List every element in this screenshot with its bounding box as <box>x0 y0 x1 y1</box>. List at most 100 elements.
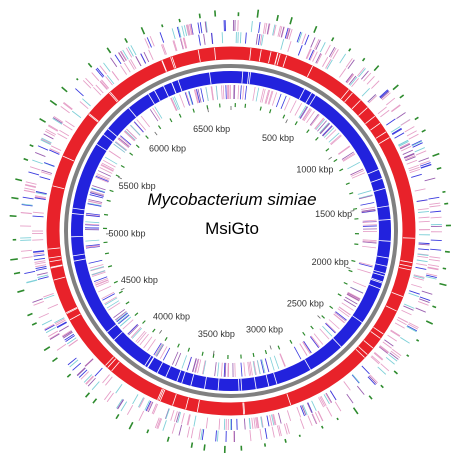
feature-stripe <box>179 94 185 108</box>
feature-stripe <box>118 314 130 325</box>
green-tick <box>444 202 449 205</box>
feature-stripe <box>404 153 415 159</box>
feature-stripe <box>377 106 387 115</box>
red-track-gap <box>399 263 412 268</box>
feature-stripe <box>147 401 154 413</box>
feature-stripe <box>133 121 144 133</box>
feature-stripe <box>298 105 307 118</box>
feature-stripe <box>63 102 73 110</box>
feature-stripe <box>49 148 61 154</box>
position-label: 5000 kbp <box>108 228 145 238</box>
feature-stripe <box>416 263 428 266</box>
feature-stripe <box>100 164 114 172</box>
feature-stripe <box>338 306 351 316</box>
feature-stripe <box>49 149 60 155</box>
green-tick <box>439 282 447 287</box>
feature-stripe <box>283 423 288 435</box>
green-tick <box>333 158 338 163</box>
feature-stripe <box>322 125 333 136</box>
feature-stripe <box>33 250 45 253</box>
blue-track-gap <box>113 331 123 341</box>
green-tick <box>259 106 262 111</box>
green-tick <box>118 290 123 294</box>
green-tick <box>361 57 366 62</box>
feature-stripe <box>406 159 418 165</box>
green-tick <box>66 373 72 378</box>
red-track-gap <box>385 305 397 312</box>
feature-stripe <box>195 358 200 373</box>
feature-stripe <box>85 245 100 248</box>
feature-stripe <box>38 312 49 319</box>
feature-stripe <box>37 145 49 151</box>
feature-stripe <box>313 39 320 50</box>
feature-stripe <box>132 394 139 405</box>
scale-tick <box>120 287 125 291</box>
feature-stripe <box>257 360 261 375</box>
blue-track-gap <box>273 372 278 385</box>
feature-stripe <box>394 132 405 139</box>
green-tick <box>337 293 342 297</box>
feature-stripe <box>217 362 220 377</box>
feature-stripe <box>56 343 67 351</box>
feature-stripe <box>313 333 324 345</box>
feature-stripe <box>56 322 67 329</box>
feature-stripe <box>309 113 319 126</box>
green-tick <box>27 312 33 317</box>
feature-stripe <box>21 256 33 259</box>
feature-stripe <box>379 90 389 99</box>
feature-stripe <box>193 415 197 427</box>
green-tick <box>92 398 98 404</box>
green-tick <box>49 99 58 106</box>
feature-stripe <box>85 375 94 385</box>
feature-stripe <box>347 59 355 70</box>
green-tick <box>152 328 156 333</box>
feature-stripe <box>218 418 221 430</box>
feature-stripe <box>43 133 54 140</box>
feature-stripe <box>181 25 185 37</box>
feature-stripe <box>32 298 43 303</box>
feature-stripe <box>398 140 409 147</box>
feature-stripe <box>123 131 135 142</box>
feature-stripe <box>262 22 266 34</box>
feature-stripe <box>338 145 350 155</box>
feature-stripe <box>24 187 36 191</box>
green-tick <box>61 86 68 93</box>
feature-stripe <box>127 46 134 57</box>
feature-stripe <box>128 324 139 336</box>
feature-stripe <box>91 72 100 82</box>
feature-stripe <box>248 418 251 430</box>
green-tick <box>13 271 21 275</box>
feature-stripe <box>418 248 430 251</box>
red-track-gap <box>398 267 411 271</box>
green-tick <box>11 196 19 200</box>
feature-stripe <box>352 281 367 288</box>
feature-stripe <box>101 79 109 89</box>
feature-stripe <box>299 106 308 119</box>
feature-stripe <box>325 129 337 140</box>
feature-stripe <box>115 312 128 322</box>
feature-stripe <box>361 210 376 214</box>
red-track-gap <box>363 340 374 349</box>
feature-stripe <box>60 106 70 114</box>
green-tick <box>289 339 293 344</box>
feature-stripe <box>96 173 110 180</box>
feature-stripe <box>118 137 130 148</box>
feature-stripe <box>310 335 320 348</box>
feature-stripe <box>335 311 347 321</box>
feature-stripe <box>157 418 163 430</box>
green-tick <box>203 444 206 451</box>
feature-stripe <box>32 211 44 214</box>
green-tick <box>140 27 146 35</box>
feature-stripe <box>271 92 278 106</box>
feature-stripe <box>41 169 53 174</box>
green-tick <box>406 354 410 358</box>
feature-stripe <box>115 141 127 151</box>
feature-stripe <box>100 80 108 90</box>
feature-stripe <box>88 199 103 203</box>
feature-stripe <box>309 336 319 349</box>
feature-stripe <box>272 24 276 36</box>
feature-stripe <box>428 196 440 200</box>
feature-stripe <box>52 117 63 124</box>
green-tick <box>302 331 306 336</box>
green-tick <box>109 189 114 193</box>
